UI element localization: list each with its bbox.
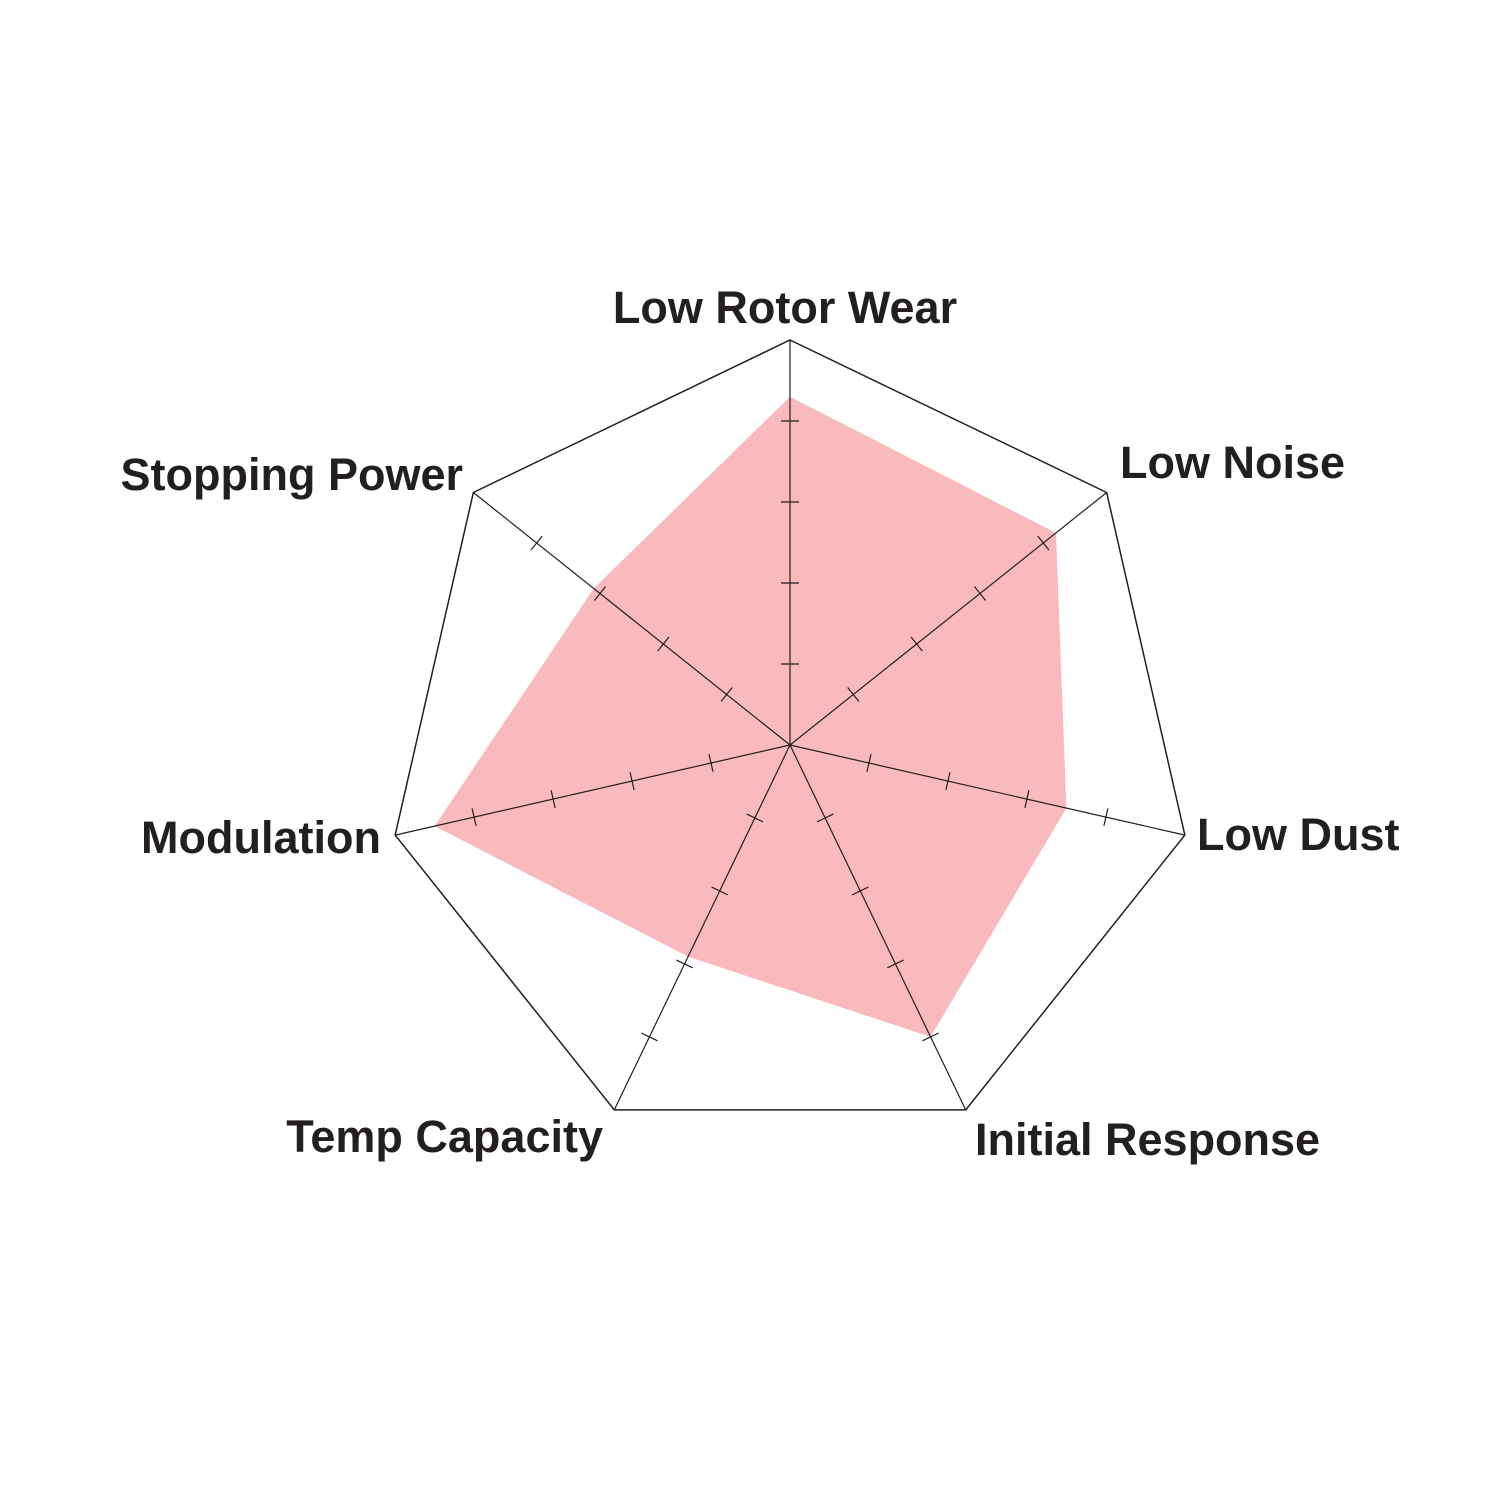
- axis-tick: [530, 535, 543, 551]
- data-polygon-layer: [434, 396, 1067, 1037]
- axis-line: [472, 492, 791, 746]
- axis-tick: [910, 636, 923, 652]
- axis-label: Initial Response: [975, 1114, 1320, 1165]
- data-area: [434, 396, 1067, 1037]
- axis-tick: [945, 772, 951, 790]
- outer-frame: [394, 339, 1186, 1111]
- axis-labels: Low Rotor Wear Low Noise Low Dust Initial R…: [121, 282, 1400, 1165]
- axis-tick: [676, 959, 693, 969]
- axis-tick: [720, 687, 733, 702]
- axis-tick: [746, 813, 764, 823]
- axis-tick: [887, 959, 904, 969]
- axis-tick: [816, 813, 834, 823]
- axis-tick: [866, 754, 872, 772]
- axis-label: Low Rotor Wear: [613, 282, 957, 333]
- axis-label: Modulation: [141, 812, 381, 863]
- axis-tick: [922, 1032, 939, 1042]
- axis-tick: [1037, 535, 1050, 551]
- axis-tick: [629, 772, 635, 790]
- axis-tick: [708, 754, 714, 772]
- axis-tick: [593, 586, 607, 601]
- axis-line: [789, 492, 1108, 746]
- axis-line: [395, 744, 791, 836]
- axis-label: Low Noise: [1120, 437, 1345, 488]
- axis-label: Low Dust: [1197, 809, 1399, 860]
- axis-tick: [1024, 790, 1030, 808]
- axis-tick: [550, 790, 556, 808]
- axis-label: Stopping Power: [121, 449, 464, 500]
- axis-tick: [711, 886, 729, 896]
- axis-label: Temp Capacity: [286, 1111, 603, 1162]
- axis-line: [789, 744, 967, 1111]
- axis-tick: [641, 1032, 658, 1042]
- axis-tick: [847, 687, 860, 702]
- axes-layer: [394, 339, 1186, 1111]
- axis-tick: [973, 586, 987, 601]
- axis-tick: [851, 886, 869, 896]
- axis-tick: [1103, 808, 1109, 827]
- axis-tick: [471, 808, 477, 827]
- axis-line: [613, 744, 791, 1111]
- axis-line: [789, 744, 1185, 836]
- axis-tick: [657, 636, 670, 652]
